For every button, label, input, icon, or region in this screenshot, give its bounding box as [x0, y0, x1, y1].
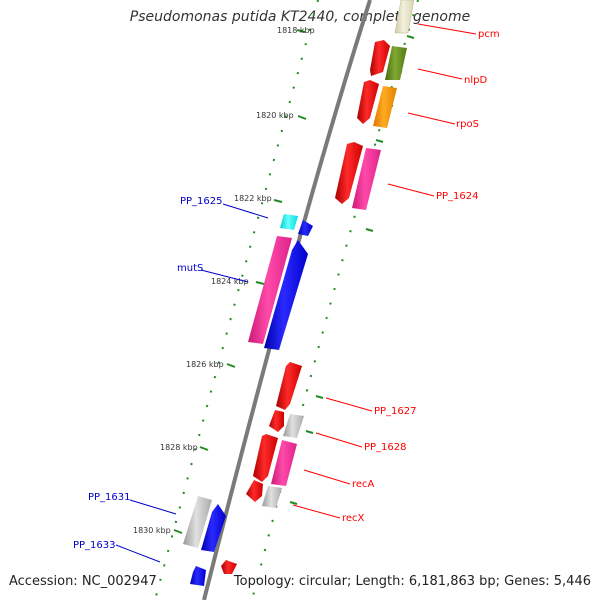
outer-ticks	[289, 35, 415, 505]
gene-PP_1624-red[interactable]	[335, 142, 363, 204]
inner-ticks	[173, 29, 307, 534]
gene-mutS-magenta[interactable]	[248, 236, 292, 344]
gene-label-PP_1631[interactable]: PP_1631	[88, 492, 131, 503]
gene-label-recX[interactable]: recX	[342, 513, 365, 524]
tick-label-1826: 1826 kbp	[186, 360, 224, 369]
tick-label-1818: 1818 kbp	[277, 26, 315, 35]
gene-label-PP_1627[interactable]: PP_1627	[374, 406, 417, 417]
gene-recX[interactable]	[262, 486, 282, 508]
gene-rpoS-upstream[interactable]	[357, 80, 379, 124]
gene-PP_1633[interactable]	[190, 566, 206, 586]
gene-mutS[interactable]	[264, 240, 308, 350]
gene-rpoS[interactable]	[373, 86, 397, 128]
gene-upstream-red[interactable]	[370, 40, 390, 76]
tick-label-1822: 1822 kbp	[234, 194, 272, 203]
gene-PP_1628-red[interactable]	[269, 410, 284, 432]
gene-label-rpoS[interactable]: rpoS	[456, 119, 479, 130]
gene-PP_1628[interactable]	[283, 414, 304, 438]
gene-PP_1624[interactable]	[352, 148, 381, 210]
leader-lines-blue	[115, 203, 269, 563]
gene-PP_1625-blue[interactable]	[298, 220, 313, 236]
map-title: Pseudomonas putida KT2440, complete geno…	[129, 9, 471, 25]
accession-text: Accession: NC_002947	[9, 574, 157, 589]
gene-recX-red[interactable]	[246, 480, 263, 502]
topology-text: Topology: circular; Length: 6,181,863 bp…	[233, 574, 591, 589]
gene-label-PP_1624[interactable]: PP_1624	[436, 191, 479, 202]
gene-recA[interactable]	[271, 440, 297, 486]
gene-PP_1625[interactable]	[280, 214, 298, 230]
gene-label-pcm[interactable]: pcm	[478, 29, 500, 40]
gene-label-nlpD[interactable]: nlpD	[464, 75, 487, 86]
gene-bottom-red[interactable]	[221, 560, 237, 574]
gene-PP_1631-grey[interactable]	[183, 496, 212, 548]
outer-dotted-ring	[251, 0, 419, 600]
gene-label-PP_1625[interactable]: PP_1625	[180, 196, 223, 207]
gene-label-PP_1628[interactable]: PP_1628	[364, 442, 407, 453]
gene-PP_1631[interactable]	[201, 504, 226, 552]
tick-label-1828: 1828 kbp	[160, 443, 198, 452]
gene-label-recA[interactable]: recA	[352, 479, 375, 490]
tick-label-1820: 1820 kbp	[256, 111, 294, 120]
gene-label-mutS[interactable]: mutS	[177, 263, 203, 274]
gene-nlpD[interactable]	[385, 46, 407, 80]
leader-lines-red	[292, 23, 477, 519]
gene-label-PP_1633[interactable]: PP_1633	[73, 540, 116, 551]
tick-label-1830: 1830 kbp	[133, 526, 171, 535]
gene-PP_1627[interactable]	[276, 362, 302, 410]
tick-label-1824: 1824 kbp	[211, 277, 249, 286]
gene-pcm[interactable]	[394, 0, 415, 34]
gene-recA-red[interactable]	[253, 434, 278, 482]
